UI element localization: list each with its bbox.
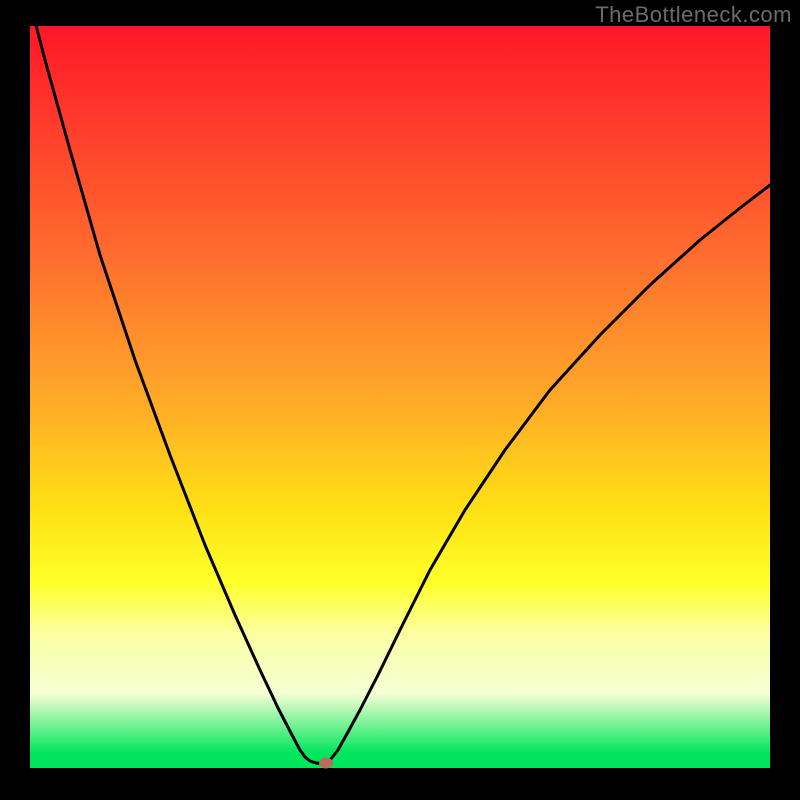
watermark-text: TheBottleneck.com (595, 2, 792, 28)
sweet-spot-marker (319, 758, 333, 769)
bottleneck-curve (0, 0, 800, 800)
curve-path (30, 2, 770, 764)
chart-container: TheBottleneck.com (0, 0, 800, 800)
